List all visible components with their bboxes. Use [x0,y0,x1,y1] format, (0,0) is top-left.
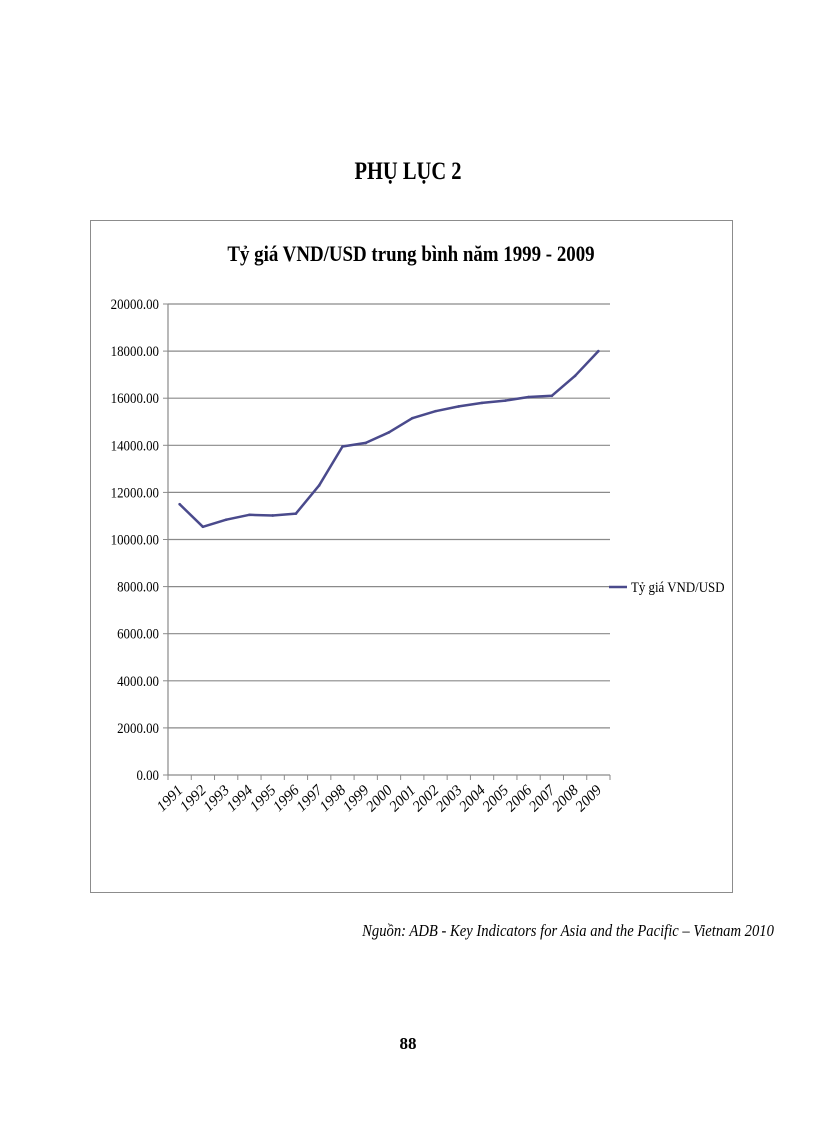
axes [167,304,611,780]
legend: Tỷ giá VND/USD [609,580,725,596]
y-tick-label: 10000.00 [111,533,159,549]
data-point [387,431,391,434]
y-tick-label: 16000.00 [111,391,159,407]
y-tick-label: 8000.00 [117,580,159,596]
y-tick-label: 18000.00 [111,344,159,360]
y-tick-label: 2000.00 [117,721,159,737]
data-point [248,513,251,517]
series-line [178,350,600,529]
y-tick-label: 20000.00 [111,297,159,313]
data-point [550,394,554,398]
data-point [480,401,484,405]
page-heading: PHỤ LỤC 2 [354,158,462,185]
data-point [597,349,600,353]
data-point [410,416,414,420]
data-point [527,395,530,399]
data-point [364,441,368,445]
page-number: 88 [399,1034,417,1053]
data-point [294,512,298,515]
data-point [317,484,321,487]
data-point [178,502,181,506]
gridlines [163,303,610,776]
y-tick-label: 14000.00 [111,439,159,455]
series-layer [178,349,600,529]
data-point [457,405,461,408]
x-axis-tick-labels: 1991199219931994199519961997199819992000… [154,781,606,815]
chart: Tỷ giá VND/USD trung bình năm 1999 - 200… [111,243,725,815]
y-tick-label: 4000.00 [117,674,159,690]
data-point [504,399,507,402]
data-point [341,445,344,448]
data-point [201,525,205,529]
y-tick-label: 6000.00 [117,627,159,643]
y-tick-label: 12000.00 [111,486,159,502]
chart-frame: Tỷ giá VND/USD trung bình năm 1999 - 200… [90,220,733,893]
legend-label: Tỷ giá VND/USD [631,580,725,596]
y-tick-label: 0.00 [136,768,159,784]
source-note: Nguồn: ADB - Key Indicators for Asia and… [362,921,774,940]
data-point [573,374,577,378]
chart-title: Tỷ giá VND/USD trung bình năm 1999 - 200… [227,243,594,267]
data-point [271,514,274,517]
data-point [434,409,437,413]
x-tick-label: 2009 [573,782,606,815]
data-point [224,518,228,522]
y-axis-tick-labels: 0.00 2000.00 4000.00 6000.00 8000.00 10000.00… [111,297,159,784]
